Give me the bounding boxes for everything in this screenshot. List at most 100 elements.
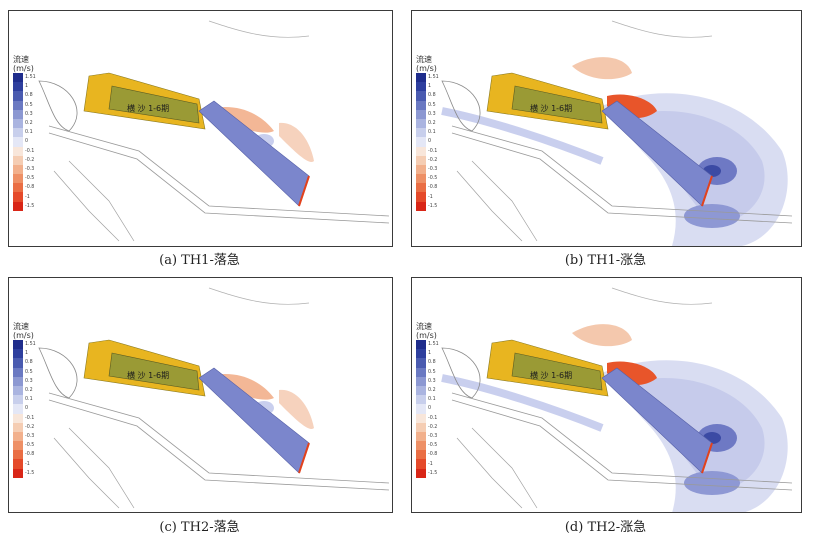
legend-entry: 0.3 — [416, 376, 444, 386]
shoreline-south-b — [471, 427, 538, 509]
legend-entry: 0.8 — [13, 358, 41, 368]
legend-tick: -0.2 — [428, 424, 438, 430]
legend-swatch — [416, 358, 426, 368]
legend-tick: 1.51 — [25, 75, 36, 81]
shoreline-island — [441, 80, 481, 132]
legend-entry: 0.5 — [13, 100, 41, 110]
legend-swatch — [13, 441, 23, 451]
legend-entry: 1 — [416, 349, 444, 359]
legend-swatch — [13, 201, 23, 211]
channel-edge-upper — [451, 125, 793, 217]
channel-edge-lower — [48, 399, 390, 491]
channel-edge-lower — [48, 132, 390, 224]
legend-swatch — [416, 459, 426, 469]
legend-swatch — [416, 201, 426, 211]
legend-swatch — [13, 459, 23, 469]
shoreline-south-a — [53, 437, 120, 509]
area-label: 横 沙 1-6期 — [127, 370, 169, 380]
legend-entry: -0.5 — [416, 174, 444, 184]
legend-swatch — [13, 109, 23, 119]
legend-tick: -1.5 — [25, 470, 35, 476]
legend-entry: -1.5 — [13, 201, 41, 211]
legend-entry: 1.51 — [13, 340, 41, 350]
legend-tick: 1.51 — [428, 342, 439, 348]
shoreline-south-b — [68, 160, 135, 242]
legend-tick: -0.8 — [428, 452, 438, 458]
caption-d: (d) TH2-涨急 — [564, 520, 647, 535]
legend-swatch — [416, 422, 426, 432]
legend-swatch — [416, 404, 426, 414]
shoreline-south-a — [456, 437, 523, 509]
legend-entry: -0.1 — [416, 413, 444, 423]
legend-tick: 0.1 — [428, 397, 436, 403]
legend-swatch — [13, 128, 23, 138]
legend-entry: -1 — [13, 459, 41, 469]
legend-tick: -0.2 — [25, 424, 35, 430]
legend-tick: -0.5 — [428, 176, 438, 182]
legend-entry: -0.2 — [416, 422, 444, 432]
legend-tick: 0 — [25, 406, 29, 412]
channel-edge-lower — [451, 399, 793, 491]
legend-tick: 0.5 — [428, 369, 436, 375]
legend-entry: -0.2 — [13, 422, 41, 432]
legend-tick: 0.5 — [25, 369, 33, 375]
legend-swatch — [416, 82, 426, 92]
legend-entry: 1.51 — [416, 340, 444, 350]
legend-tick: -0.5 — [428, 443, 438, 449]
legend-swatch — [416, 450, 426, 460]
flow-map: 横 沙 1-6期 — [38, 20, 390, 242]
legend-tick: -0.8 — [25, 452, 35, 458]
legend-swatch — [416, 395, 426, 405]
legend-entry: 0.8 — [13, 91, 41, 101]
legend-entry: -0.2 — [416, 155, 444, 165]
flow-ebb-patch — [572, 57, 632, 80]
legend-entry: -1 — [416, 459, 444, 469]
legend-tick: -0.5 — [25, 443, 35, 449]
legend-tick: 1.51 — [25, 342, 36, 348]
legend-entry: -0.1 — [416, 146, 444, 156]
legend-entry: 0 — [13, 404, 41, 414]
shoreline-island — [441, 347, 481, 399]
legend-tick: -0.1 — [25, 415, 35, 421]
legend-entry: 0.1 — [416, 395, 444, 405]
legend-entry: 0.1 — [13, 395, 41, 405]
legend-tick: -0.8 — [428, 185, 438, 191]
channel-flow-band — [441, 374, 604, 432]
legend-tick: 0 — [428, 139, 432, 145]
legend-tick: 1 — [25, 84, 29, 90]
legend-tick: -0.3 — [25, 433, 35, 439]
legend-swatch — [13, 73, 23, 83]
reclamation-olive — [108, 352, 200, 391]
flow-map: 横 沙 1-6期 — [38, 287, 390, 509]
legend-entry: 0 — [13, 137, 41, 147]
legend-entry: 0.5 — [13, 367, 41, 377]
legend-tick: -1 — [25, 461, 30, 467]
edge-red-strip — [298, 175, 310, 207]
legend-swatch — [13, 137, 23, 147]
legend-title: 流速 — [13, 55, 29, 64]
legend-entry: -0.3 — [13, 431, 41, 442]
legend-swatch — [13, 349, 23, 359]
edge-red-strip — [701, 175, 713, 207]
flow-map: 横 沙 1-6期 — [441, 287, 793, 512]
shoreline-island — [38, 80, 78, 132]
legend-tick: 0.5 — [428, 102, 436, 108]
legend-tick: 1 — [25, 351, 29, 357]
legend-tick: 0.8 — [25, 93, 33, 99]
legend-entry: 0.5 — [416, 100, 444, 110]
legend: 流速 (m/s) 1.51 1 0.8 0.5 0.3 0.2 0.1 0 -0.1 -0.2 -0.3… — [13, 55, 41, 211]
legend-tick: -0.1 — [25, 148, 35, 154]
edge-red-strip — [298, 442, 310, 474]
legend-entry: -0.8 — [416, 183, 444, 193]
legend-tick: -0.5 — [25, 176, 35, 182]
flow-ebb-tail — [279, 389, 314, 429]
legend-tick: -1.5 — [428, 470, 438, 476]
legend: 流速 (m/s) 1.51 1 0.8 0.5 0.3 0.2 0.1 0 -0.1 -0.2 -0.3… — [13, 322, 41, 478]
legend-tick: -0.3 — [428, 433, 438, 439]
legend-title: 流速 — [13, 322, 29, 331]
legend-entry: 1 — [13, 349, 41, 359]
legend-swatch — [416, 137, 426, 147]
legend-swatch — [416, 468, 426, 478]
legend-entry: 0 — [416, 404, 444, 414]
legend-tick: 0.1 — [428, 130, 436, 136]
